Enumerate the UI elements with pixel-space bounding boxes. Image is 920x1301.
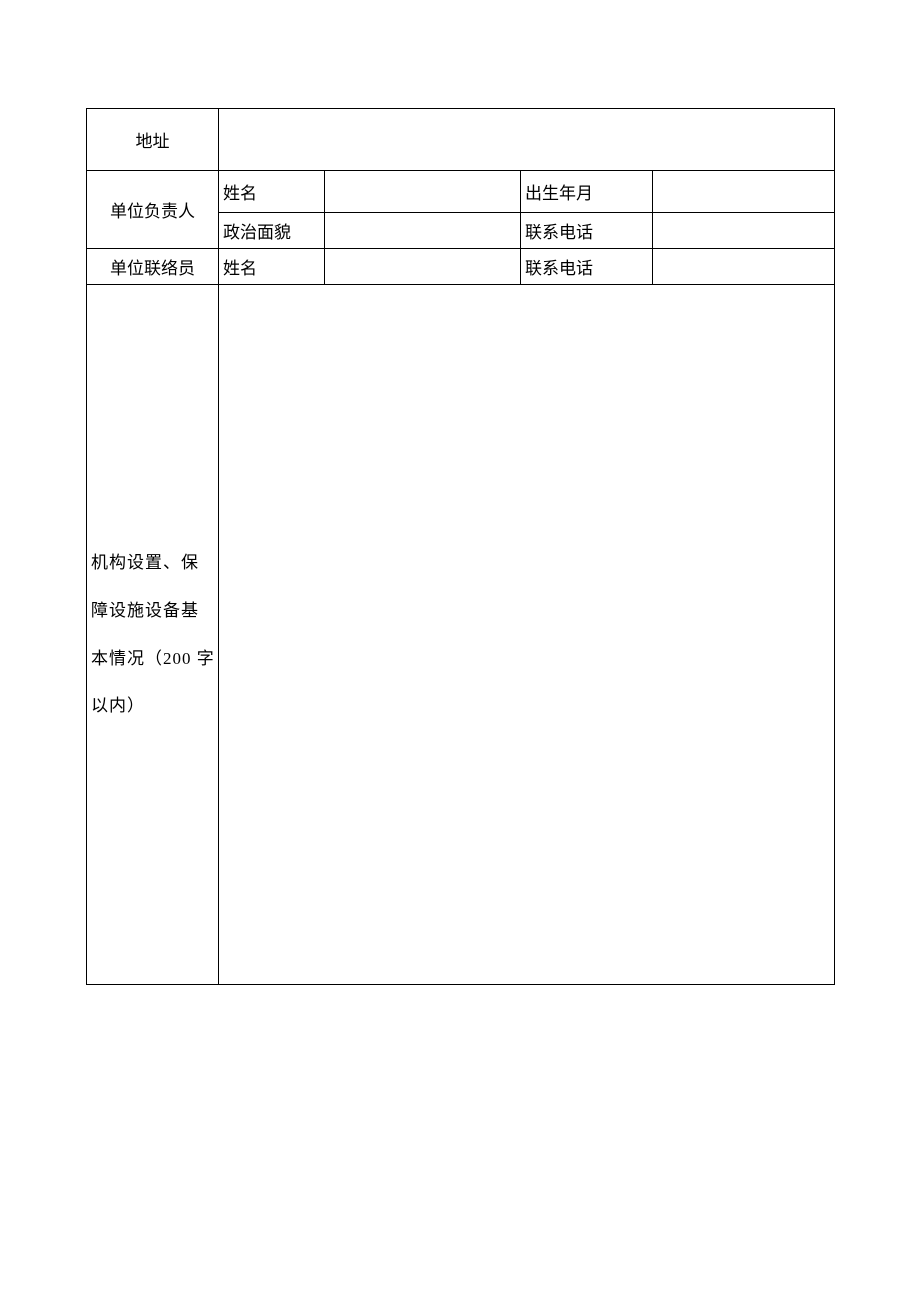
leader-political-label: 政治面貌 <box>219 213 325 249</box>
leader-label: 单位负责人 <box>87 171 219 249</box>
liaison-name-label: 姓名 <box>219 249 325 285</box>
leader-birth-label: 出生年月 <box>521 171 653 213</box>
address-label: 地址 <box>87 109 219 171</box>
description-value <box>219 285 835 985</box>
liaison-label: 单位联络员 <box>87 249 219 285</box>
leader-phone-label: 联系电话 <box>521 213 653 249</box>
form-page: 地址 单位负责人 姓名 出生年月 政治面貌 联系电话 单位联络员 姓名 联系电话 <box>86 108 834 985</box>
leader-name-label: 姓名 <box>219 171 325 213</box>
liaison-phone-value <box>653 249 835 285</box>
row-liaison: 单位联络员 姓名 联系电话 <box>87 249 835 285</box>
form-table: 地址 单位负责人 姓名 出生年月 政治面貌 联系电话 单位联络员 姓名 联系电话 <box>86 108 835 985</box>
liaison-phone-label: 联系电话 <box>521 249 653 285</box>
row-description: 机构设置、保障设施设备基本情况（200 字以内） <box>87 285 835 985</box>
row-address: 地址 <box>87 109 835 171</box>
row-leader-1: 单位负责人 姓名 出生年月 <box>87 171 835 213</box>
leader-name-value <box>325 171 521 213</box>
leader-phone-value <box>653 213 835 249</box>
liaison-name-value <box>325 249 521 285</box>
leader-political-value <box>325 213 521 249</box>
leader-birth-value <box>653 171 835 213</box>
address-value <box>219 109 835 171</box>
description-label: 机构设置、保障设施设备基本情况（200 字以内） <box>87 285 219 985</box>
